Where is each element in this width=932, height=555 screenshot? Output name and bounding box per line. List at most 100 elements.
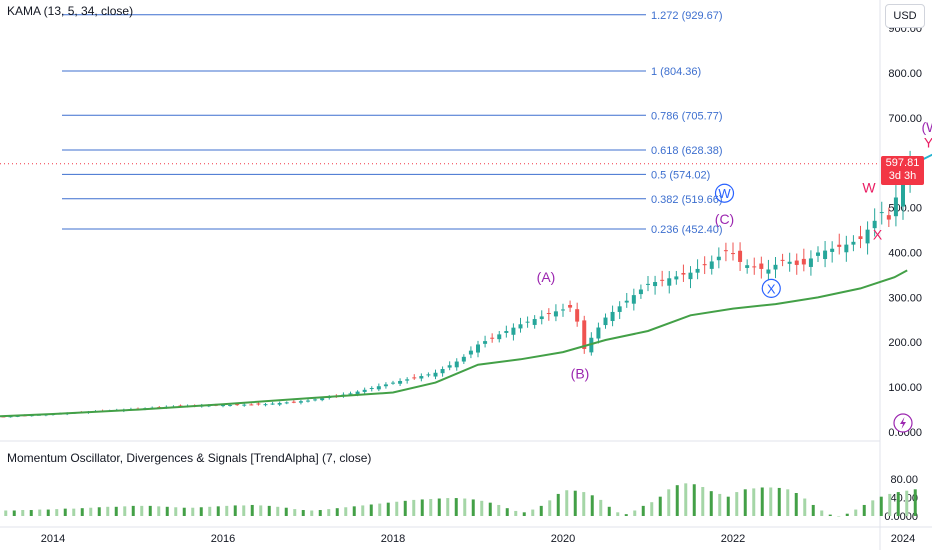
candle-body bbox=[788, 262, 792, 264]
candle-body bbox=[306, 401, 310, 402]
oscillator-bar bbox=[55, 509, 58, 516]
oscillator-bar bbox=[616, 512, 619, 516]
oscillator-bar bbox=[310, 510, 313, 516]
oscillator-bar bbox=[361, 505, 364, 516]
price-axis-tick-label: 400.00 bbox=[888, 247, 922, 259]
oscillator-bar bbox=[837, 516, 840, 517]
oscillator-bar bbox=[174, 507, 177, 516]
oscillator-bar bbox=[319, 510, 322, 516]
oscillator-bar bbox=[752, 488, 755, 516]
candle-body bbox=[511, 328, 515, 335]
oscillator-bar bbox=[642, 506, 645, 516]
oscillator-bar bbox=[106, 507, 109, 516]
oscillator-bar bbox=[565, 490, 568, 516]
oscillator-bar bbox=[412, 500, 415, 516]
oscillator-bar bbox=[863, 505, 866, 516]
candle-body bbox=[625, 301, 629, 303]
oscillator-bar bbox=[268, 506, 271, 516]
candle-body bbox=[710, 261, 714, 268]
candle-body bbox=[391, 383, 395, 384]
candle-body bbox=[724, 250, 728, 251]
fib-level-label: 0.382 (519.66) bbox=[651, 194, 723, 206]
price-axis-tick-label: 800.00 bbox=[888, 68, 922, 80]
candle-body bbox=[320, 398, 324, 400]
candle-body bbox=[823, 251, 827, 259]
candle-body bbox=[497, 334, 501, 339]
oscillator-bar bbox=[888, 494, 891, 516]
fib-level-label: 0.618 (628.38) bbox=[651, 145, 723, 157]
oscillator-bar bbox=[200, 507, 203, 516]
oscillator-bar bbox=[710, 491, 713, 516]
wave-label: X bbox=[767, 281, 776, 296]
candle-body bbox=[462, 357, 466, 362]
fib-level-label: 0.236 (452.40) bbox=[651, 224, 723, 236]
currency-button[interactable]: USD bbox=[885, 4, 925, 28]
candle-body bbox=[483, 341, 487, 344]
candle-body bbox=[526, 322, 530, 323]
oscillator-bar bbox=[846, 514, 849, 516]
oscillator-bar bbox=[582, 492, 585, 516]
price-axis-tick-label: 300.00 bbox=[888, 292, 922, 304]
wave-label: (A) bbox=[537, 269, 556, 285]
wave-label: (C) bbox=[715, 211, 734, 227]
oscillator-bar bbox=[659, 497, 662, 516]
oscillator-bar bbox=[132, 506, 135, 516]
oscillator-bar bbox=[480, 501, 483, 516]
oscillator-bar bbox=[523, 512, 526, 516]
oscillator-bar bbox=[650, 502, 653, 516]
oscillator-bar bbox=[395, 502, 398, 516]
candle-body bbox=[313, 399, 317, 400]
oscillator-bar bbox=[242, 505, 245, 516]
candle-body bbox=[434, 373, 438, 377]
candle-body bbox=[568, 305, 572, 308]
oscillator-bar bbox=[421, 499, 424, 516]
candle-body bbox=[759, 264, 763, 269]
candle-body bbox=[809, 258, 813, 266]
candle-body bbox=[441, 369, 445, 373]
oscillator-title[interactable]: Momentum Oscillator, Divergences & Signa… bbox=[7, 451, 371, 465]
oscillator-bar bbox=[854, 510, 857, 516]
wave-label: W bbox=[862, 179, 876, 195]
candle-body bbox=[894, 198, 898, 217]
oscillator-bar bbox=[625, 514, 628, 516]
oscillator-bar bbox=[820, 510, 823, 516]
candle-body bbox=[426, 374, 430, 375]
price-axis-tick-label: 700.00 bbox=[888, 113, 922, 125]
oscillator-bar bbox=[157, 506, 160, 516]
candle-body bbox=[689, 273, 693, 279]
oscillator-bar bbox=[557, 494, 560, 516]
candle-body bbox=[419, 376, 423, 378]
oscillator-bar bbox=[285, 508, 288, 516]
time-axis-tick-label: 2020 bbox=[551, 533, 575, 545]
candle-body bbox=[519, 324, 523, 328]
candle-body bbox=[674, 276, 678, 279]
candle-body bbox=[745, 265, 749, 268]
candle-body bbox=[781, 260, 785, 261]
oscillator-bar bbox=[897, 492, 900, 516]
candle-body bbox=[299, 401, 303, 402]
time-axis-tick-label: 2014 bbox=[41, 533, 65, 545]
oscillator-bar bbox=[276, 507, 279, 516]
oscillator-bar bbox=[463, 499, 466, 516]
oscillator-bar bbox=[548, 500, 551, 516]
oscillator-bar bbox=[234, 505, 237, 516]
oscillator-bar bbox=[115, 507, 118, 516]
oscillator-bar bbox=[225, 506, 228, 516]
fib-level-label: 1.272 (929.67) bbox=[651, 10, 723, 22]
oscillator-bar bbox=[344, 507, 347, 516]
oscillator-bar bbox=[259, 505, 262, 516]
candle-body bbox=[547, 313, 551, 314]
oscillator-bar bbox=[302, 510, 305, 516]
oscillator-bar bbox=[387, 503, 390, 516]
oscillator-bar bbox=[438, 499, 441, 516]
oscillator-bar bbox=[599, 500, 602, 516]
oscillator-bar bbox=[251, 505, 254, 516]
fib-level-label: 1 (804.36) bbox=[651, 66, 701, 78]
oscillator-bar bbox=[30, 510, 33, 516]
oscillator-bar bbox=[769, 487, 772, 516]
candle-body bbox=[851, 242, 855, 245]
oscillator-bar bbox=[608, 507, 611, 516]
kama-indicator-title[interactable]: KAMA (13, 5, 34, close) bbox=[7, 4, 133, 18]
